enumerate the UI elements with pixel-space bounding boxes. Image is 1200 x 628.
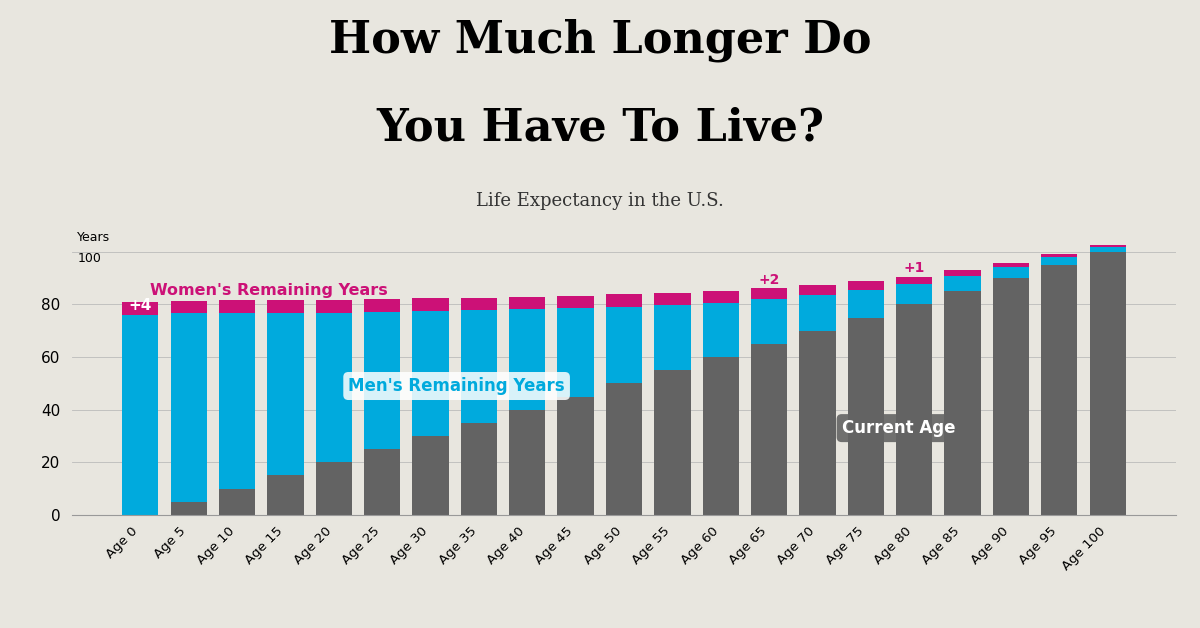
- Bar: [218, 300, 256, 313]
- Bar: [364, 311, 401, 449]
- Bar: [509, 310, 546, 409]
- Bar: [316, 462, 352, 515]
- Bar: [461, 298, 497, 310]
- Bar: [799, 285, 835, 295]
- Text: +2: +2: [758, 273, 780, 287]
- Bar: [847, 281, 884, 290]
- Bar: [218, 489, 256, 515]
- Bar: [847, 318, 884, 515]
- Bar: [992, 263, 1030, 267]
- Text: Years: Years: [78, 231, 110, 244]
- Bar: [992, 278, 1030, 515]
- Bar: [896, 284, 932, 305]
- Bar: [170, 502, 206, 515]
- Bar: [364, 449, 401, 515]
- Bar: [461, 310, 497, 423]
- Bar: [896, 305, 932, 515]
- Bar: [896, 276, 932, 284]
- Bar: [509, 297, 546, 310]
- Bar: [992, 267, 1030, 278]
- Bar: [218, 313, 256, 489]
- Bar: [268, 475, 304, 515]
- Bar: [654, 293, 690, 305]
- Bar: [413, 436, 449, 515]
- Text: Life Expectancy in the U.S.: Life Expectancy in the U.S.: [476, 192, 724, 210]
- Bar: [122, 302, 158, 315]
- Bar: [1042, 254, 1078, 257]
- Bar: [558, 296, 594, 308]
- Bar: [944, 276, 980, 291]
- Bar: [1042, 257, 1078, 265]
- Bar: [799, 331, 835, 515]
- Text: Current Age: Current Age: [841, 419, 955, 437]
- Bar: [1090, 247, 1126, 252]
- Bar: [170, 313, 206, 502]
- Text: How Much Longer Do: How Much Longer Do: [329, 19, 871, 62]
- Bar: [847, 290, 884, 318]
- Bar: [702, 291, 739, 303]
- Bar: [606, 307, 642, 383]
- Bar: [654, 305, 690, 371]
- Bar: [122, 315, 158, 515]
- Bar: [702, 357, 739, 515]
- Bar: [751, 344, 787, 515]
- Bar: [654, 371, 690, 515]
- Bar: [751, 300, 787, 344]
- Bar: [461, 423, 497, 515]
- Bar: [413, 298, 449, 311]
- Bar: [944, 291, 980, 515]
- Bar: [1090, 245, 1126, 247]
- Bar: [799, 295, 835, 331]
- Bar: [316, 300, 352, 313]
- Bar: [170, 301, 206, 313]
- Bar: [558, 308, 594, 396]
- Bar: [751, 288, 787, 300]
- Text: +4: +4: [128, 298, 152, 313]
- Bar: [1090, 252, 1126, 515]
- Bar: [944, 271, 980, 276]
- Text: +1: +1: [904, 261, 925, 275]
- Bar: [268, 300, 304, 313]
- Bar: [413, 311, 449, 436]
- Bar: [1042, 265, 1078, 515]
- Text: You Have To Live?: You Have To Live?: [376, 107, 824, 149]
- Text: 100: 100: [78, 252, 101, 265]
- Bar: [702, 303, 739, 357]
- Text: Men's Remaining Years: Men's Remaining Years: [348, 377, 565, 395]
- Bar: [316, 313, 352, 462]
- Bar: [606, 383, 642, 515]
- Bar: [606, 295, 642, 307]
- Bar: [509, 409, 546, 515]
- Bar: [268, 313, 304, 475]
- Bar: [364, 299, 401, 311]
- Bar: [558, 396, 594, 515]
- Text: Women's Remaining Years: Women's Remaining Years: [150, 283, 388, 298]
